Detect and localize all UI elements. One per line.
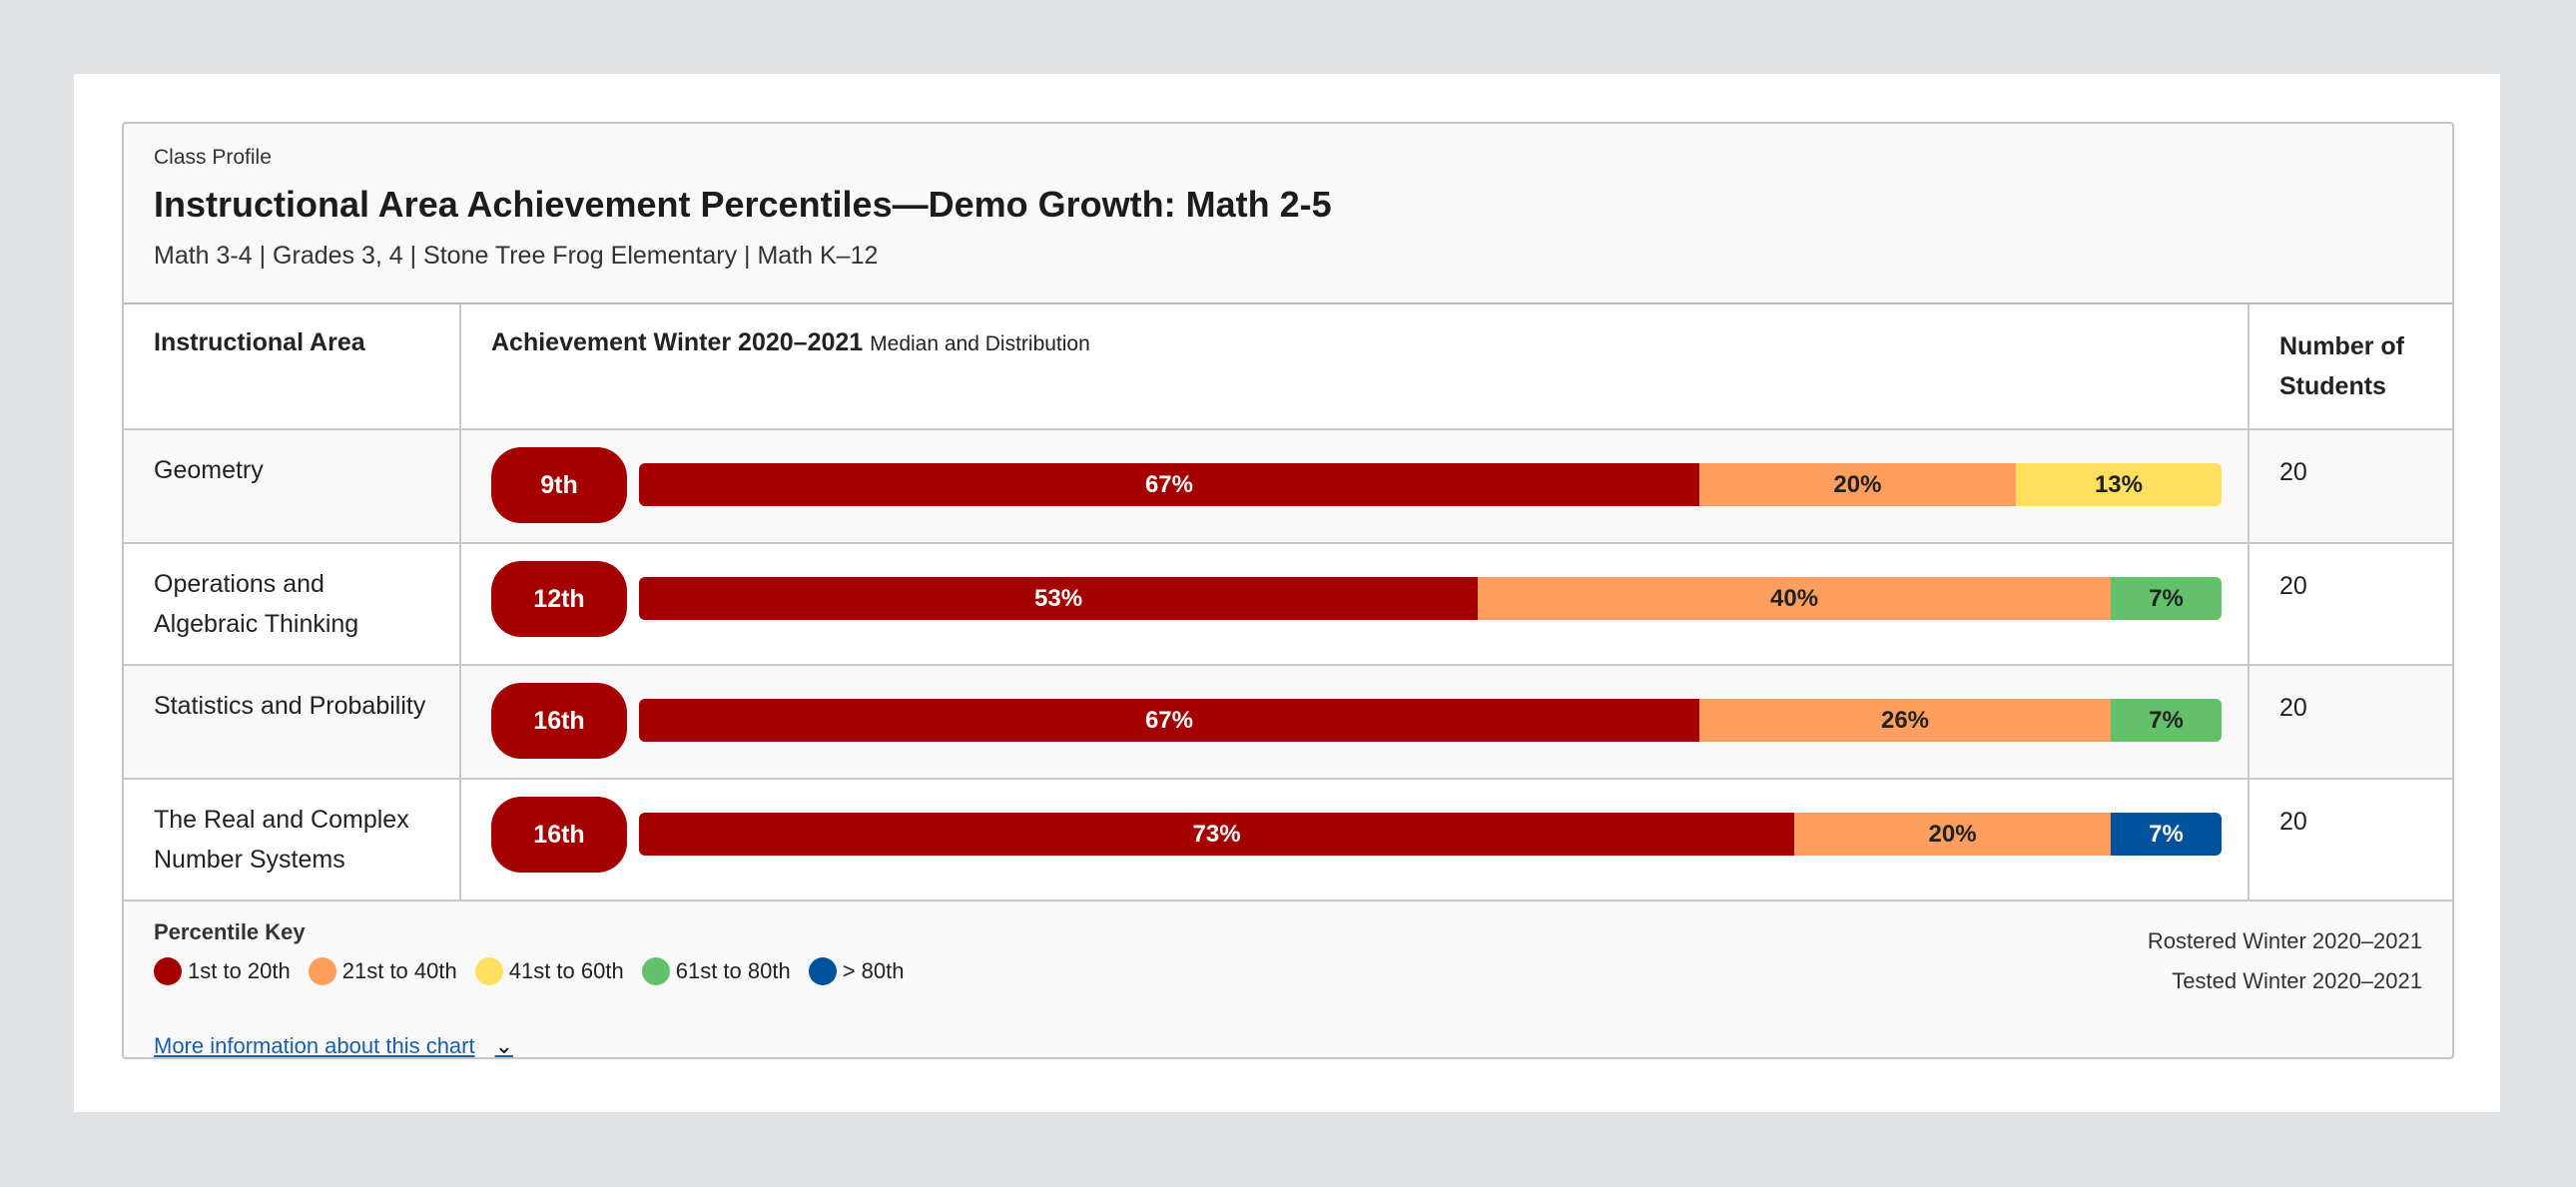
bar-segment: 53% (639, 577, 1479, 620)
footer-dates: Rostered Winter 2020–2021 Tested Winter … (2148, 921, 2422, 1001)
bar-segment: 7% (2111, 813, 2222, 856)
bar-segment: 67% (639, 699, 1699, 742)
key-item: 1st to 20th (154, 957, 291, 985)
table-row: Statistics and Probability 16th 67% 26% 7% … (124, 665, 2452, 780)
rostered-text: Rostered Winter 2020–2021 (2147, 928, 2422, 953)
bar-segment: 26% (1698, 699, 2112, 742)
distribution-cell: 12th 53% 40% 7% (460, 543, 2249, 666)
key-title: Percentile Key (154, 919, 306, 944)
table-row: Geometry 9th 67% 20% 13% 20 (124, 429, 2452, 544)
distribution-cell: 16th 67% 26% 7% (460, 665, 2249, 780)
area-name: Geometry (124, 429, 461, 544)
key-item: 41st to 60th (474, 957, 624, 985)
key-label: 21st to 40th (341, 958, 457, 983)
bar-label: 20% (1928, 820, 1977, 848)
distribution-bar: 67% 20% 13% (639, 463, 2222, 506)
class-profile-card: Class Profile Instructional Area Achieve… (122, 122, 2454, 1059)
bar-label: 26% (1880, 706, 1930, 734)
key-dot-icon (308, 957, 336, 985)
subtitle: Math 3-4 | Grades 3, 4 | Stone Tree Frog… (154, 242, 879, 270)
median-badge: 12th (491, 561, 627, 637)
key-label: 1st to 20th (188, 958, 291, 983)
bar-label: 67% (1144, 470, 1193, 498)
median-badge: 16th (491, 797, 627, 873)
bar-label: 53% (1034, 584, 1083, 612)
bar-label: 7% (2149, 584, 2184, 612)
bar-segment: 7% (2111, 699, 2222, 742)
bar-label: 7% (2149, 706, 2184, 734)
bar-label: 20% (1833, 470, 1882, 498)
percentile-key: 1st to 20th 21st to 40th 41st to 60th 61st … (154, 957, 2422, 985)
footer: Percentile Key 1st to 20th 21st to 40th 41… (124, 901, 2452, 1058)
distribution-cell: 9th 67% 20% 13% (460, 429, 2249, 544)
area-name: The Real and Complex Number Systems (124, 779, 461, 901)
bar-label: 73% (1192, 820, 1241, 848)
more-info-label[interactable]: More information about this chart (154, 1033, 475, 1058)
bar-segment: 13% (2015, 463, 2222, 506)
area-name: Statistics and Probability (124, 665, 461, 780)
bar-label: 40% (1770, 584, 1819, 612)
bar-segment: 20% (1698, 463, 2016, 506)
achievement-table: Instructional Area Achievement Winter 20… (124, 304, 2452, 901)
bar-segment: 67% (639, 463, 1699, 506)
student-count: 20 (2248, 779, 2452, 901)
col-header-students: Number of Students (2248, 304, 2452, 430)
median-badge: 16th (491, 683, 627, 759)
key-item: 21st to 40th (308, 957, 457, 985)
col-header-achievement: Achievement Winter 2020–2021 Median and … (460, 304, 2249, 430)
key-dot-icon (641, 957, 670, 985)
bar-segment: 20% (1794, 813, 2112, 856)
key-item: > 80th (808, 957, 905, 985)
bar-label: 67% (1144, 706, 1193, 734)
key-label: > 80th (842, 958, 905, 983)
key-item: 61st to 80th (641, 957, 791, 985)
distribution-cell: 16th 73% 20% 7% (460, 779, 2249, 901)
col-header-achievement-sub: Median and Distribution (870, 332, 1090, 355)
bar-segment: 40% (1478, 577, 2112, 620)
bar-segment: 7% (2111, 577, 2222, 620)
student-count: 20 (2248, 543, 2452, 666)
distribution-bar: 67% 26% 7% (639, 699, 2222, 742)
key-dot-icon (474, 957, 503, 985)
bar-segment: 73% (639, 813, 1795, 856)
tested-text: Tested Winter 2020–2021 (2172, 968, 2422, 993)
table-row: Operations and Algebraic Thinking 12th 53… (124, 543, 2452, 666)
median-badge: 9th (491, 447, 627, 523)
more-info-link[interactable]: More information about this chart ⌄ (154, 1033, 514, 1058)
chevron-down-icon[interactable]: ⌄ (494, 1033, 514, 1058)
eyebrow: Class Profile (154, 146, 272, 169)
key-label: 61st to 80th (675, 958, 791, 983)
table-row: The Real and Complex Number Systems 16th… (124, 779, 2452, 901)
panel: Class Profile Instructional Area Achieve… (74, 74, 2500, 1112)
area-name: Operations and Algebraic Thinking (124, 543, 461, 666)
key-dot-icon (808, 957, 837, 985)
bar-label: 7% (2149, 820, 2184, 848)
distribution-bar: 53% 40% 7% (639, 577, 2222, 620)
col-header-area: Instructional Area (124, 304, 461, 430)
page-title: Instructional Area Achievement Percentil… (154, 184, 1332, 225)
card-header: Class Profile Instructional Area Achieve… (124, 124, 2452, 304)
key-dot-icon (154, 957, 182, 985)
bar-label: 13% (2094, 470, 2143, 498)
distribution-bar: 73% 20% 7% (639, 813, 2222, 856)
key-label: 41st to 60th (508, 958, 624, 983)
student-count: 20 (2248, 665, 2452, 780)
student-count: 20 (2248, 429, 2452, 544)
